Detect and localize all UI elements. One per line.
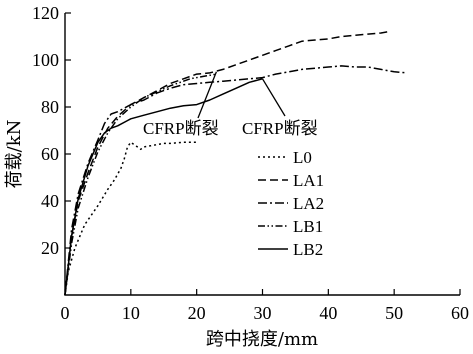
y-tick-label: 100	[32, 50, 59, 70]
annotation-leader	[197, 71, 218, 119]
y-tick-label: 120	[32, 3, 59, 23]
ticks: 0 10 20 30 40 50 60 20 40 60 80 100 120	[32, 3, 469, 323]
series-line-la2	[64, 65, 408, 296]
annotation-leader	[261, 78, 286, 117]
x-tick-label: 60	[451, 303, 469, 323]
x-tick-label: 50	[385, 303, 403, 323]
legend-label-la1: LA1	[293, 171, 324, 190]
y-axis-title: 荷载/kN	[4, 120, 25, 189]
annotations: CFRP断裂 CFRP断裂	[143, 71, 318, 138]
x-tick-label: 0	[61, 303, 70, 323]
x-tick-label: 40	[319, 303, 337, 323]
series-line-lb2	[64, 78, 263, 296]
x-axis-title: 跨中挠度/mm	[206, 329, 318, 350]
series-line-lb1	[64, 73, 217, 296]
series-line-la1	[64, 31, 388, 296]
series-lines	[64, 31, 408, 296]
legend-label-la2: LA2	[293, 194, 324, 213]
y-tick-label: 20	[41, 238, 59, 258]
legend-label-lb1: LB1	[293, 217, 323, 236]
annotation-label: CFRP断裂	[242, 119, 318, 138]
x-tick-label: 10	[122, 303, 140, 323]
legend-label-lb2: LB2	[293, 240, 323, 259]
y-tick-label: 80	[41, 97, 59, 117]
y-tick-label: 60	[41, 144, 59, 164]
x-tick-label: 30	[254, 303, 272, 323]
legend-label-l0: L0	[293, 148, 312, 167]
series-line-l0	[64, 141, 197, 296]
annotation-label: CFRP断裂	[143, 119, 219, 138]
x-tick-label: 20	[188, 303, 206, 323]
y-tick-label: 40	[41, 191, 59, 211]
legend: L0 LA1 LA2 LB1 LB2	[258, 148, 324, 259]
